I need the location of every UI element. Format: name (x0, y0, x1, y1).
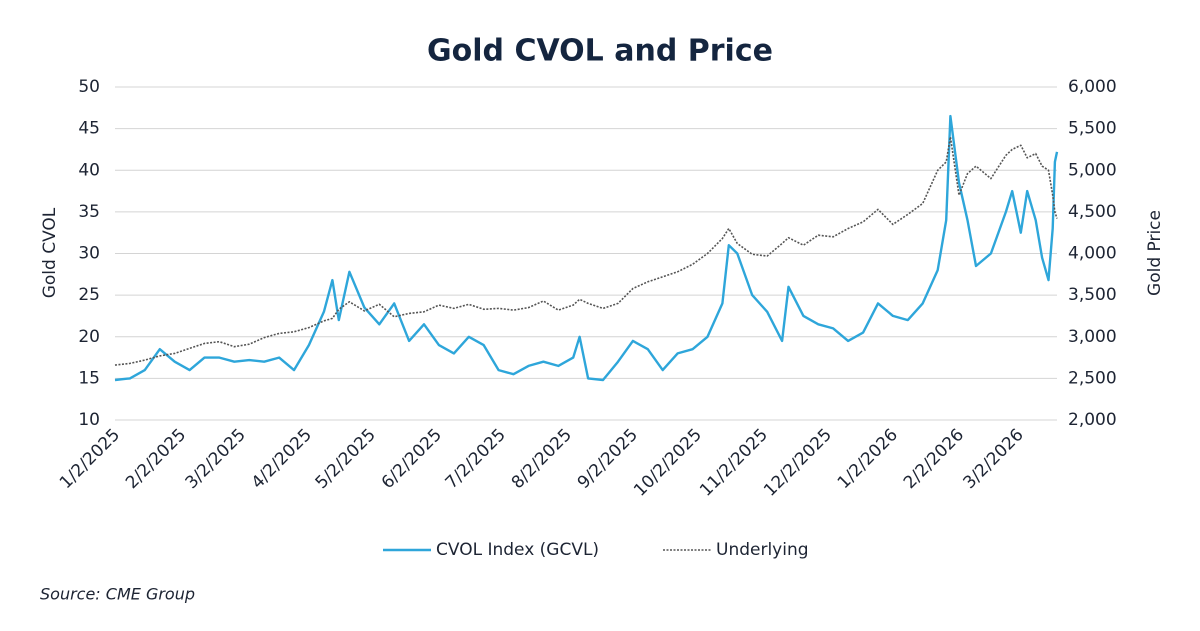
y2-tick-label: 6,000 (1068, 77, 1117, 97)
y-tick-label: 30 (78, 244, 100, 264)
legend-label: Underlying (716, 540, 809, 560)
y-tick-label: 15 (78, 368, 100, 388)
x-tick-label: 1/2/2026 (834, 425, 902, 493)
x-tick-label: 5/2/2025 (312, 425, 380, 493)
x-tick-label: 9/2/2025 (574, 425, 642, 493)
x-tick-label: 3/2/2026 (960, 425, 1028, 493)
y-tick-label: 10 (78, 410, 100, 430)
y-tick-label: 40 (78, 160, 100, 180)
x-tick-label: 4/2/2025 (248, 425, 316, 493)
y2-tick-label: 2,500 (1068, 368, 1117, 388)
y2-tick-label: 3,000 (1068, 327, 1117, 347)
x-tick-label: 12/2/2025 (760, 425, 836, 501)
y-tick-label: 45 (78, 119, 100, 139)
x-tick-label: 6/2/2025 (378, 425, 446, 493)
y-tick-label: 35 (78, 202, 100, 222)
x-tick-label: 2/2/2025 (122, 425, 190, 493)
source-note: Source: CME Group (40, 585, 195, 604)
y2-tick-label: 2,000 (1068, 410, 1117, 430)
y2-tick-label: 5,000 (1068, 160, 1117, 180)
x-tick-label: 8/2/2025 (508, 425, 576, 493)
x-tick-label: 11/2/2025 (696, 425, 772, 501)
y-tick-label: 50 (78, 77, 100, 97)
x-tick-label: 7/2/2025 (442, 425, 510, 493)
y2-tick-label: 4,500 (1068, 202, 1117, 222)
series-line (114, 136, 1058, 366)
y2-axis-label: Gold Price (1145, 210, 1165, 296)
x-tick-label: 10/2/2025 (630, 425, 706, 501)
y2-tick-label: 4,000 (1068, 244, 1117, 264)
x-tick-label: 3/2/2025 (182, 425, 250, 493)
y-tick-label: 20 (78, 327, 100, 347)
y-axis-label: Gold CVOL (40, 207, 60, 298)
y2-tick-label: 5,500 (1068, 119, 1117, 139)
y2-tick-label: 3,500 (1068, 285, 1117, 305)
x-tick-label: 1/2/2025 (56, 425, 124, 493)
series-line (114, 114, 1059, 382)
x-tick-label: 2/2/2026 (900, 425, 968, 493)
legend-label: CVOL Index (GCVL) (436, 540, 599, 560)
chart-title: Gold CVOL and Price (427, 34, 773, 69)
y-tick-label: 25 (78, 285, 100, 305)
